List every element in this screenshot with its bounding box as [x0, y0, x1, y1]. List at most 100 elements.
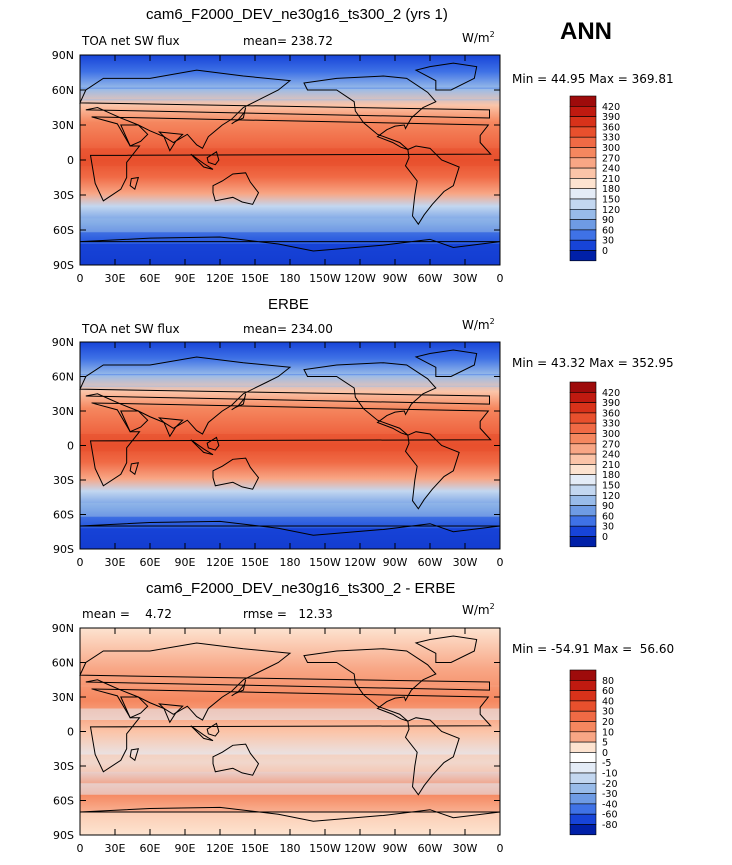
- colorbar-label: 0: [602, 532, 608, 543]
- panel-3-units: W/m2: [462, 602, 495, 617]
- colorbar-swatch: [569, 239, 597, 251]
- coastline: [157, 131, 184, 152]
- colorbar-swatch: [569, 433, 597, 445]
- colorbar-label: 20: [602, 717, 614, 728]
- colorbar-label: 60: [602, 225, 614, 236]
- panel-2-field-label: TOA net SW flux: [82, 322, 180, 336]
- panel-1-min-max: Min = 44.95 Max = 369.81: [512, 72, 674, 86]
- coastline: [303, 648, 437, 722]
- lon-tick-label: 30W: [453, 556, 478, 569]
- coastline: [206, 436, 220, 451]
- lon-tick-label: 0: [77, 842, 84, 855]
- lat-tick-label: 60N: [52, 657, 74, 670]
- map-band: [80, 434, 500, 452]
- coastline: [79, 806, 501, 822]
- panel-2-title: ERBE: [268, 296, 309, 313]
- colorbar-swatch: [569, 505, 597, 517]
- lon-tick-label: 120E: [206, 842, 234, 855]
- colorbar-swatch: [569, 669, 597, 681]
- colorbar-swatch: [569, 464, 597, 475]
- lat-tick-label: 30S: [53, 760, 74, 773]
- colorbar-swatch: [569, 147, 597, 159]
- map-band: [80, 783, 500, 795]
- colorbar-label: 60: [602, 511, 614, 522]
- coastline: [79, 69, 490, 150]
- coastline: [414, 635, 478, 663]
- colorbar-label: 180: [602, 470, 620, 481]
- colorbar-label: 120: [602, 205, 620, 216]
- lat-tick-label: 60S: [53, 795, 74, 808]
- map-band: [80, 385, 500, 387]
- colorbar-swatch: [569, 782, 597, 794]
- lon-tick-label: 180: [280, 272, 301, 285]
- lon-tick-label: 30E: [105, 842, 126, 855]
- lon-tick-label: 30E: [105, 556, 126, 569]
- map-band: [80, 218, 500, 233]
- panel-1-units: W/m2: [462, 30, 495, 45]
- coastline: [157, 703, 184, 724]
- panel-1-title: cam6_F2000_DEV_ne30g16_ts300_2 (yrs 1): [146, 6, 448, 23]
- colorbar-swatch: [569, 219, 597, 231]
- lon-tick-label: 150E: [241, 272, 269, 285]
- coastline: [303, 75, 437, 150]
- coastline: [231, 393, 247, 411]
- coastline: [231, 679, 247, 697]
- coastline: [212, 743, 260, 776]
- colorbar-label: 5: [602, 738, 608, 749]
- coastline: [190, 725, 214, 742]
- colorbar-swatch: [569, 443, 597, 455]
- lon-tick-label: 120W: [344, 842, 376, 855]
- coastline: [212, 457, 260, 490]
- season-label: ANN: [560, 18, 612, 45]
- coastline: [404, 431, 460, 510]
- coastline: [79, 642, 490, 721]
- colorbar-swatch: [569, 95, 597, 107]
- map-field: [80, 628, 500, 835]
- colorbar-swatch: [569, 803, 597, 815]
- coastline: [89, 402, 492, 487]
- coastline: [120, 410, 149, 433]
- colorbar-label: 90: [602, 215, 614, 226]
- lon-tick-label: 30W: [453, 272, 478, 285]
- colorbar-swatch: [569, 721, 597, 733]
- coastline: [79, 520, 501, 536]
- colorbar-label: -80: [602, 820, 618, 831]
- lon-tick-label: 150E: [241, 842, 269, 855]
- lon-tick-label: 150W: [309, 842, 341, 855]
- map-band: [80, 232, 500, 244]
- colorbar-swatch: [569, 690, 597, 702]
- lon-tick-label: 0: [497, 556, 504, 569]
- lon-tick-label: 0: [77, 272, 84, 285]
- colorbar-swatch: [569, 167, 597, 179]
- panel-2-mean-label: mean= 234.00: [243, 322, 333, 336]
- colorbar-swatch: [569, 772, 597, 784]
- colorbar-swatch: [569, 422, 597, 434]
- colorbar-label: 300: [602, 429, 620, 440]
- colorbar-label: 240: [602, 164, 620, 175]
- lon-tick-label: 90E: [175, 842, 196, 855]
- panel-2-units: W/m2: [462, 317, 495, 332]
- lat-tick-label: 30N: [52, 691, 74, 704]
- panel-1-mean-label: mean= 238.72: [243, 34, 333, 48]
- panel-3-title: cam6_F2000_DEV_ne30g16_ts300_2 - ERBE: [146, 580, 456, 597]
- colorbar-label: 30: [602, 236, 614, 247]
- colorbar-label: 120: [602, 491, 620, 502]
- lon-tick-label: 180: [280, 842, 301, 855]
- lat-tick-label: 90N: [52, 49, 74, 62]
- coastline: [89, 116, 492, 202]
- coastline: [231, 107, 247, 125]
- coastline: [414, 62, 478, 91]
- lat-tick-label: 0: [67, 440, 74, 453]
- lat-tick-label: 30N: [52, 405, 74, 418]
- map-band: [80, 87, 500, 89]
- lon-tick-label: 60E: [140, 272, 161, 285]
- colorbar-swatch: [569, 250, 597, 262]
- coastline: [129, 176, 140, 190]
- map-band: [80, 503, 500, 517]
- colorbar-label: 0: [602, 748, 608, 759]
